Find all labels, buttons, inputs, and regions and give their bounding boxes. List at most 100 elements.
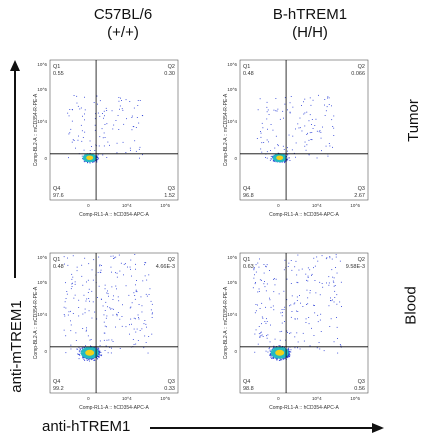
event-dot <box>266 318 267 320</box>
event-dot <box>315 118 317 120</box>
event-dot <box>286 154 288 156</box>
event-dot <box>122 304 123 306</box>
y-tick-label: 10^6 <box>227 62 237 67</box>
event-dot <box>266 101 268 103</box>
event-dot <box>135 289 137 291</box>
event-dot <box>75 340 77 341</box>
event-dot <box>91 269 93 271</box>
event-dot <box>75 147 76 149</box>
event-dot <box>287 354 289 356</box>
event-dot <box>103 132 105 134</box>
event-dot <box>261 142 263 144</box>
quadrant-name: Q3 <box>168 186 175 192</box>
event-dot <box>98 145 100 147</box>
event-dot <box>332 299 333 301</box>
event-dot <box>96 347 98 349</box>
event-dot <box>129 147 131 149</box>
event-dot <box>87 162 88 164</box>
event-dot <box>334 290 336 292</box>
event-dot <box>267 351 269 353</box>
event-dot <box>81 347 83 348</box>
event-dot <box>113 258 114 259</box>
event-dot <box>254 351 256 353</box>
x-tick-label: 10^4 <box>312 396 322 401</box>
event-dot <box>115 326 116 328</box>
event-dot <box>121 316 123 317</box>
event-dot <box>259 335 261 337</box>
event-dot <box>83 359 85 360</box>
event-dot <box>273 356 274 358</box>
event-dot <box>296 296 298 298</box>
event-dot <box>331 119 333 121</box>
event-dot <box>68 115 70 117</box>
event-dot <box>131 275 132 277</box>
event-dot <box>135 150 137 152</box>
event-dot <box>144 264 145 266</box>
event-dot <box>104 288 106 290</box>
event-dot <box>77 105 79 107</box>
event-dot <box>78 135 79 137</box>
event-dot <box>84 113 85 115</box>
event-dot <box>77 354 79 355</box>
event-dot <box>279 118 281 120</box>
event-dot <box>117 115 119 116</box>
event-dot <box>119 348 121 349</box>
event-dot <box>102 154 104 156</box>
event-dot <box>284 103 286 105</box>
event-dot <box>121 100 122 101</box>
event-dot <box>284 161 285 163</box>
event-dot <box>258 333 260 335</box>
event-dot <box>86 329 87 331</box>
event-dot <box>321 150 322 152</box>
event-dot <box>70 288 72 290</box>
event-dot <box>105 317 107 319</box>
event-dot <box>137 100 139 101</box>
event-dot <box>93 259 95 261</box>
event-dot <box>271 355 273 357</box>
event-dot <box>281 322 283 324</box>
y-tick-label: 10^4 <box>37 119 47 124</box>
event-dot <box>73 95 75 96</box>
event-dot <box>92 279 94 281</box>
event-dot <box>106 315 108 317</box>
event-dot <box>273 291 275 293</box>
event-dot <box>102 137 104 139</box>
event-dot <box>290 316 292 318</box>
event-dot <box>311 119 313 120</box>
event-dot <box>66 291 68 292</box>
event-dot <box>65 282 66 284</box>
event-dot <box>276 110 278 112</box>
x-tick-label: 10^4 <box>122 203 132 208</box>
event-dot <box>283 358 284 360</box>
event-dot <box>314 125 316 126</box>
event-dot <box>136 280 137 281</box>
event-dot <box>327 155 329 157</box>
event-dot <box>80 349 81 351</box>
event-dot <box>89 358 91 360</box>
event-dot <box>290 283 292 284</box>
event-dot <box>287 355 289 357</box>
event-dot <box>79 348 81 350</box>
event-dot <box>317 260 319 262</box>
event-dot <box>107 352 109 354</box>
event-dot <box>64 301 66 303</box>
event-dot <box>328 305 330 307</box>
event-dot <box>263 272 265 274</box>
event-dot <box>98 356 100 358</box>
event-dot <box>121 325 123 327</box>
quadrant-percent: 0.48 <box>53 264 64 270</box>
event-dot <box>86 298 88 300</box>
event-dot <box>105 107 107 109</box>
event-dot <box>289 112 291 114</box>
x-channel-label: Comp-RL1-A :: hCD354-APC-A <box>79 405 149 411</box>
event-dot <box>326 282 327 284</box>
event-dot <box>265 322 267 324</box>
event-dot <box>305 273 307 275</box>
x-tick-label: 0 <box>277 203 280 208</box>
event-dot <box>129 307 131 309</box>
quadrant-percent: 98.8 <box>243 386 254 392</box>
event-dot <box>317 321 319 323</box>
event-dot <box>96 349 98 350</box>
event-dot <box>287 266 289 267</box>
event-dot <box>283 117 284 119</box>
